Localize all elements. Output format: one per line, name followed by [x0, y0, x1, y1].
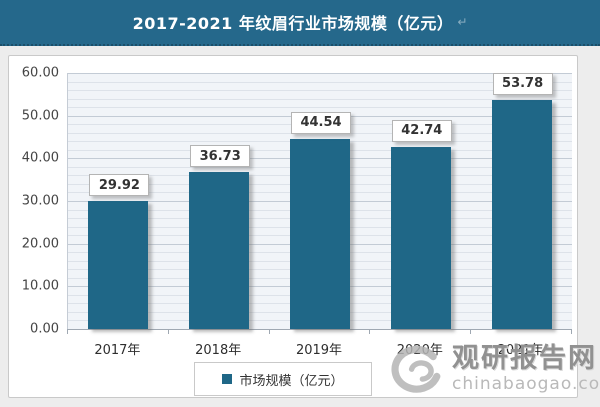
x-axis-tick: [167, 329, 169, 334]
minor-gridline: [68, 107, 572, 109]
chart-header: 2017-2021 年纹眉行业市场规模（亿元） ↵: [0, 0, 600, 46]
chart-title: 2017-2021 年纹眉行业市场规模（亿元）: [132, 14, 454, 33]
x-axis-tick: [571, 329, 572, 334]
legend-label: 市场规模（亿元）: [239, 373, 344, 389]
bar-2018年: [189, 172, 250, 329]
y-tick-label: 30.00: [21, 193, 59, 209]
return-mark-icon: ↵: [457, 15, 468, 29]
x-tick-label: 2017年: [94, 343, 141, 358]
legend-marker: [222, 374, 233, 384]
y-tick-label: 60.00: [21, 65, 59, 81]
x-axis-tick: [268, 329, 270, 334]
data-label-2017年: 29.92: [89, 174, 150, 197]
major-gridline: [68, 73, 572, 74]
y-tick-label: 50.00: [21, 108, 59, 124]
minor-gridline: [68, 98, 572, 100]
minor-gridline: [68, 90, 572, 92]
data-label-2021年: 53.78: [492, 72, 553, 95]
data-label-2019年: 44.54: [291, 111, 351, 134]
bar-2021年: [491, 99, 552, 329]
bar-2019年: [290, 138, 350, 329]
y-tick-label: 0.00: [30, 321, 59, 337]
x-tick-label: 2021年: [497, 343, 544, 358]
bar-2017年: [88, 201, 149, 329]
legend: 市场规模（亿元）: [194, 362, 372, 396]
x-tick-label: 2019年: [295, 343, 343, 358]
plot-area: 29.92 36.73 44.54 42.74 53.78: [67, 72, 572, 330]
x-axis-tick: [67, 329, 68, 334]
x-axis-tick: [470, 329, 472, 334]
x-tick-label: 2020年: [396, 343, 443, 358]
y-tick-label: 40.00: [21, 150, 59, 166]
minor-gridline: [68, 81, 572, 83]
data-label-2018年: 36.73: [190, 145, 251, 168]
bar-2020年: [390, 146, 451, 329]
y-tick-label: 20.00: [21, 236, 59, 252]
chart-panel: 29.92 36.73 44.54 42.74 53.78 0.00 10.00 20.00…: [8, 55, 578, 398]
data-label-2020年: 42.74: [391, 119, 452, 142]
x-axis-tick: [369, 329, 371, 334]
x-tick-label: 2018年: [195, 343, 242, 358]
y-tick-label: 10.00: [21, 278, 59, 294]
